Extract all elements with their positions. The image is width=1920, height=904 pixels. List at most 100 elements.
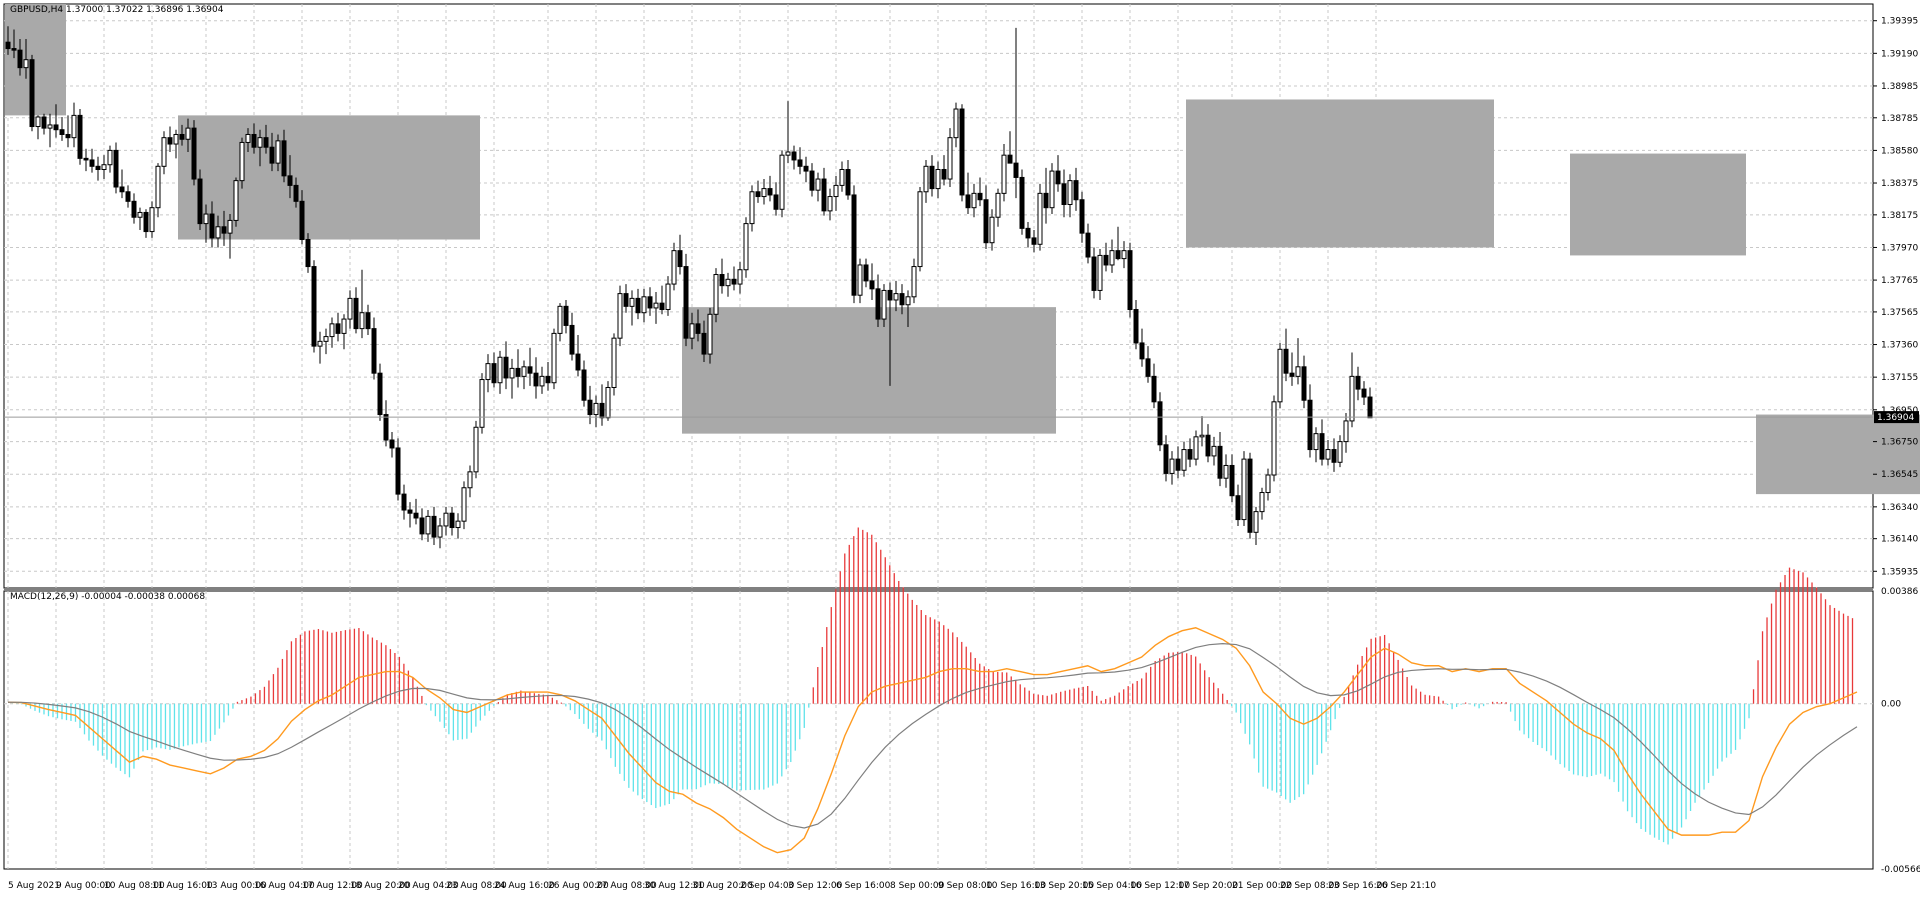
candle-body xyxy=(335,323,341,334)
candle xyxy=(191,120,197,186)
candle xyxy=(1193,430,1199,466)
candle-body xyxy=(767,188,773,196)
candle-body xyxy=(605,386,611,419)
candle xyxy=(917,186,923,272)
candle xyxy=(1343,412,1349,453)
candle xyxy=(95,156,101,181)
x-tick-label: 24 Aug 16:00 xyxy=(494,881,555,891)
candle-body xyxy=(1205,434,1211,457)
candle-body xyxy=(1013,162,1019,178)
candle-body xyxy=(575,353,581,371)
candle-body xyxy=(1295,366,1301,377)
candle xyxy=(71,102,77,148)
candle xyxy=(431,506,437,546)
candle xyxy=(35,115,41,140)
candle xyxy=(1169,451,1175,485)
candle-body xyxy=(623,293,629,307)
candle xyxy=(1319,419,1325,466)
candle xyxy=(1229,454,1235,503)
candle xyxy=(953,102,959,148)
candle xyxy=(1085,223,1091,264)
candle-body xyxy=(1163,444,1169,474)
candle-body xyxy=(959,108,965,196)
candle xyxy=(1355,366,1361,401)
candle xyxy=(401,484,407,520)
candle-body xyxy=(887,289,893,301)
candle xyxy=(311,260,317,353)
candle-body xyxy=(545,375,551,384)
candle-body xyxy=(509,367,515,379)
candle-body xyxy=(179,133,185,140)
candle-body xyxy=(773,194,779,210)
candle-body xyxy=(1301,366,1307,401)
candle xyxy=(767,175,773,202)
candle xyxy=(389,432,395,458)
consolidation-zone xyxy=(5,4,66,116)
macd-main-line xyxy=(7,627,1858,854)
candle xyxy=(41,113,47,135)
candle-body xyxy=(1151,375,1157,403)
candle-body xyxy=(359,312,365,330)
candle xyxy=(395,438,401,501)
candle-body xyxy=(635,297,641,314)
candle-body xyxy=(341,318,347,334)
candle xyxy=(209,201,215,248)
x-tick-label: 13 Aug 00:00 xyxy=(206,881,267,891)
y-tick-label: 1.38785 xyxy=(1881,114,1918,124)
candle xyxy=(1115,226,1121,261)
candle-body xyxy=(755,191,761,198)
candle xyxy=(293,177,299,208)
candle xyxy=(1043,167,1049,224)
y-tick-label: 1.38175 xyxy=(1881,211,1918,221)
candle-body xyxy=(323,336,329,342)
candle-body xyxy=(581,369,587,401)
candle xyxy=(359,269,365,339)
candle xyxy=(905,290,911,328)
candle xyxy=(1283,328,1289,382)
candle-body xyxy=(1277,348,1283,403)
macd-y-tick-label: 0.00 xyxy=(1881,700,1901,710)
candle-body xyxy=(275,140,281,164)
candle-body xyxy=(731,278,737,285)
candle-body xyxy=(761,188,767,198)
candle xyxy=(1031,229,1037,253)
candle xyxy=(335,312,341,342)
candle-body xyxy=(905,296,911,306)
candle-body xyxy=(1217,445,1223,479)
candle-body xyxy=(1115,250,1121,260)
candle xyxy=(29,54,35,132)
candle xyxy=(125,185,131,208)
candle xyxy=(11,29,17,59)
y-tick-label: 1.36750 xyxy=(1881,438,1918,448)
candle-body xyxy=(1085,232,1091,258)
candle xyxy=(683,253,689,347)
candle-body xyxy=(137,211,143,218)
candle xyxy=(743,217,749,278)
candle-body xyxy=(1067,180,1073,206)
candle xyxy=(233,177,239,227)
candle xyxy=(857,258,863,304)
current-price-tag xyxy=(1874,411,1919,424)
candle xyxy=(977,177,983,207)
candle xyxy=(617,285,623,347)
candle-body xyxy=(965,194,971,209)
consolidation-zone xyxy=(1570,153,1746,256)
x-tick-label: 23 Sep 16:00 xyxy=(1328,881,1388,891)
candle-body xyxy=(941,168,947,180)
candle-body xyxy=(203,213,209,225)
candle xyxy=(1037,183,1043,251)
candle xyxy=(221,210,227,246)
candle-body xyxy=(827,196,833,212)
candle-body xyxy=(227,219,233,234)
candle xyxy=(935,161,941,199)
candle-body xyxy=(725,278,731,287)
candle xyxy=(455,513,461,539)
candle-body xyxy=(815,178,821,191)
candle xyxy=(1067,174,1073,218)
candle xyxy=(1073,167,1079,211)
candle-body xyxy=(1331,449,1337,463)
candle-body xyxy=(1001,154,1007,194)
candle-body xyxy=(551,332,557,384)
candle-body xyxy=(395,447,401,495)
candle-body xyxy=(77,114,83,159)
